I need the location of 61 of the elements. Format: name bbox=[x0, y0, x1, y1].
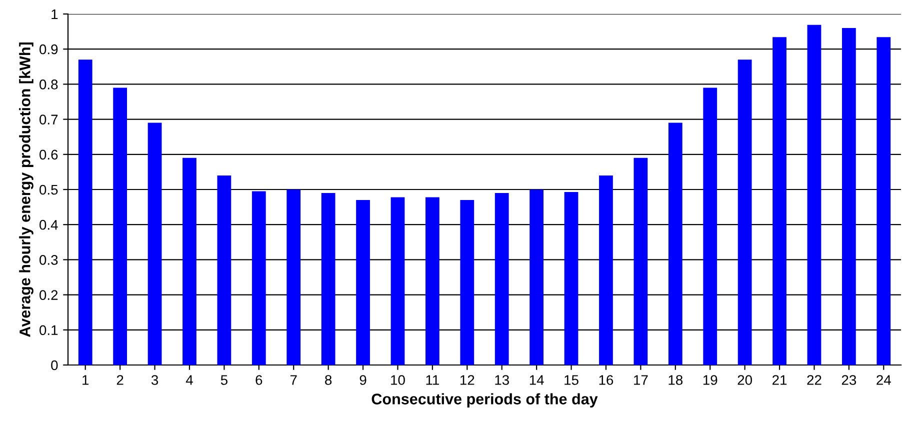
x-tick-label: 7 bbox=[290, 375, 297, 385]
x-tick-label: 18 bbox=[668, 375, 683, 385]
bar bbox=[252, 191, 266, 365]
x-tick-label: 17 bbox=[634, 375, 648, 385]
bar bbox=[807, 24, 822, 365]
bar bbox=[772, 37, 786, 365]
y-tick-label: 0.1 bbox=[40, 325, 58, 336]
x-tick-label: 20 bbox=[738, 375, 752, 385]
bar bbox=[703, 88, 718, 365]
x-tick-label: 22 bbox=[807, 375, 822, 385]
y-tick-label: 0.5 bbox=[40, 184, 58, 195]
x-tick-label: 24 bbox=[876, 375, 891, 385]
bar bbox=[530, 190, 544, 365]
x-tick-label: 23 bbox=[842, 375, 856, 385]
bar bbox=[460, 200, 474, 365]
bar bbox=[842, 28, 856, 365]
y-tick-label: 0.4 bbox=[40, 220, 58, 230]
x-tick-label: 15 bbox=[564, 375, 578, 385]
bar bbox=[425, 197, 440, 365]
x-tick-label: 10 bbox=[391, 375, 405, 385]
x-tick-label: 16 bbox=[599, 375, 614, 385]
y-tick-label: 0.3 bbox=[40, 255, 58, 265]
bar bbox=[668, 122, 682, 365]
x-tick-label: 3 bbox=[151, 375, 158, 385]
x-tick-label: 14 bbox=[530, 375, 544, 385]
bar bbox=[599, 175, 613, 365]
x-tick-label: 6 bbox=[256, 375, 262, 385]
y-axis-title: Average hourly energy production [kWh] bbox=[19, 42, 34, 337]
bar bbox=[321, 193, 336, 365]
x-axis-title: Consecutive periods of the day bbox=[372, 393, 598, 408]
y-tick-label: 1 bbox=[52, 9, 58, 20]
bar bbox=[78, 60, 92, 365]
x-tick-label: 12 bbox=[460, 375, 474, 385]
x-tick-label: 5 bbox=[220, 375, 228, 385]
bar bbox=[564, 192, 578, 365]
y-tick-label: 0.2 bbox=[40, 290, 58, 300]
y-tick-label: 0.6 bbox=[40, 150, 58, 160]
bar bbox=[286, 190, 301, 365]
bar bbox=[356, 200, 370, 365]
bar bbox=[182, 158, 196, 365]
y-tick-label: 0.8 bbox=[40, 80, 58, 90]
y-tick-label: 0.7 bbox=[40, 114, 58, 124]
x-tick-label: 4 bbox=[186, 375, 193, 385]
x-tick-label: 9 bbox=[360, 375, 366, 385]
bar bbox=[217, 175, 232, 365]
x-tick-label: 13 bbox=[495, 375, 509, 385]
y-tick-label: 0.9 bbox=[40, 44, 58, 54]
bar bbox=[494, 193, 509, 365]
x-tick-label: 1 bbox=[82, 375, 89, 385]
bar bbox=[634, 158, 648, 365]
bar bbox=[148, 122, 162, 365]
y-tick-label: 0 bbox=[51, 360, 58, 370]
x-tick-label: 2 bbox=[116, 375, 124, 385]
bar bbox=[113, 88, 128, 365]
x-tick-label: 11 bbox=[426, 375, 439, 385]
bar bbox=[876, 37, 891, 365]
bar bbox=[390, 197, 405, 365]
bar bbox=[738, 60, 752, 365]
x-tick-label: 21 bbox=[772, 375, 787, 385]
x-tick-label: 19 bbox=[703, 375, 718, 385]
x-tick-label: 8 bbox=[325, 375, 332, 385]
